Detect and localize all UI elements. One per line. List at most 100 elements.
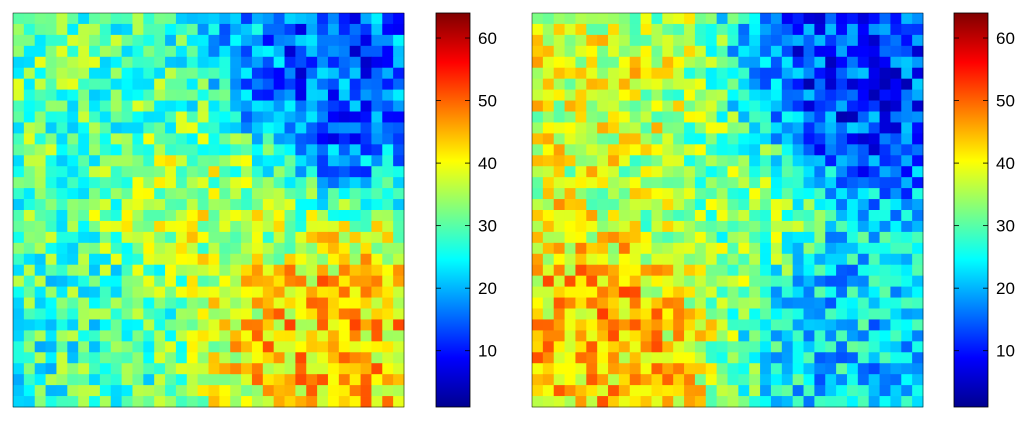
heatmap-cell bbox=[781, 166, 794, 178]
heatmap-cell bbox=[219, 89, 231, 101]
heatmap-cell bbox=[901, 199, 913, 211]
heatmap-cell bbox=[13, 231, 25, 244]
heatmap-cell bbox=[608, 319, 620, 331]
heatmap-cell bbox=[360, 308, 372, 320]
heatmap-cell bbox=[684, 144, 696, 156]
heatmap-cell bbox=[705, 396, 718, 408]
heatmap-cell bbox=[154, 56, 166, 69]
heatmap-cell bbox=[338, 100, 351, 112]
heatmap-cell bbox=[121, 275, 133, 288]
heatmap-cell bbox=[836, 374, 848, 386]
heatmap-cell bbox=[273, 352, 285, 364]
heatmap-cell bbox=[78, 275, 90, 288]
heatmap-cell bbox=[564, 286, 576, 298]
heatmap-cell bbox=[382, 308, 394, 320]
heatmap-cell bbox=[132, 220, 144, 233]
heatmap-cell bbox=[121, 23, 133, 36]
heatmap-cell bbox=[89, 286, 101, 298]
heatmap-cell bbox=[890, 155, 902, 167]
heatmap-cell bbox=[230, 264, 242, 277]
heatmap-cell bbox=[814, 177, 826, 189]
heatmap-cell bbox=[273, 100, 285, 112]
heatmap-cell bbox=[110, 242, 123, 255]
heatmap-cell bbox=[230, 286, 242, 298]
heatmap-cell bbox=[360, 34, 372, 47]
heatmap-cell bbox=[846, 330, 859, 342]
heatmap-cell bbox=[542, 264, 555, 277]
heatmap-cell bbox=[121, 144, 133, 156]
heatmap-cell bbox=[640, 374, 652, 386]
heatmap-cell bbox=[349, 199, 361, 211]
heatmap-cell bbox=[597, 89, 609, 101]
heatmap-cell bbox=[553, 177, 565, 189]
heatmap-cell bbox=[727, 56, 739, 69]
heatmap-cell bbox=[825, 188, 837, 200]
heatmap-cell bbox=[143, 89, 155, 101]
heatmap-cell bbox=[542, 78, 555, 91]
heatmap-cell bbox=[393, 396, 405, 408]
heatmap-cell bbox=[651, 34, 663, 47]
heatmap-cell bbox=[738, 67, 750, 80]
heatmap-cell bbox=[597, 253, 609, 266]
heatmap-cell bbox=[814, 111, 826, 123]
heatmap-cell bbox=[338, 34, 351, 47]
heatmap-cell bbox=[165, 78, 177, 91]
heatmap-cell bbox=[295, 242, 307, 255]
heatmap-cell bbox=[393, 264, 405, 277]
heatmap-cell bbox=[327, 352, 340, 364]
heatmap-cell bbox=[586, 144, 598, 156]
heatmap-cell bbox=[371, 308, 383, 320]
heatmap-cell bbox=[694, 297, 707, 309]
heatmap-cell bbox=[684, 177, 696, 189]
heatmap-cell bbox=[34, 45, 46, 58]
heatmap-cell bbox=[684, 111, 696, 123]
heatmap-cell bbox=[13, 385, 25, 397]
heatmap-cell bbox=[716, 111, 728, 123]
heatmap-cell bbox=[803, 111, 815, 123]
heatmap-cell bbox=[306, 100, 318, 112]
heatmap-cell bbox=[770, 396, 783, 408]
heatmap-cell bbox=[586, 133, 598, 145]
heatmap-cell bbox=[78, 308, 90, 320]
heatmap-cell bbox=[208, 122, 220, 134]
heatmap-cell bbox=[13, 34, 25, 47]
heatmap-cell bbox=[803, 231, 815, 244]
heatmap-cell bbox=[219, 78, 231, 91]
heatmap-cell bbox=[586, 199, 598, 211]
heatmap-cell bbox=[586, 396, 598, 408]
heatmap-cell bbox=[825, 122, 837, 134]
heatmap-cell bbox=[393, 210, 405, 222]
heatmap-cell bbox=[738, 374, 750, 386]
heatmap-cell bbox=[349, 220, 361, 233]
heatmap-cell bbox=[575, 308, 587, 320]
heatmap-cell bbox=[825, 23, 837, 36]
heatmap-cell bbox=[760, 363, 772, 375]
heatmap-cell bbox=[575, 297, 587, 309]
heatmap-cell bbox=[684, 188, 696, 200]
heatmap-cell bbox=[382, 177, 394, 189]
heatmap-cell bbox=[727, 67, 739, 80]
heatmap-cell bbox=[99, 363, 112, 375]
heatmap-cell bbox=[694, 330, 707, 342]
heatmap-cell bbox=[857, 34, 870, 47]
heatmap-cell bbox=[716, 385, 728, 397]
heatmap-cell bbox=[241, 330, 253, 342]
heatmap-cell bbox=[23, 155, 36, 167]
heatmap-cell bbox=[868, 111, 880, 123]
heatmap-cell bbox=[393, 67, 405, 80]
heatmap-cell bbox=[393, 352, 405, 364]
heatmap-cell bbox=[110, 396, 123, 408]
heatmap-cell bbox=[553, 144, 565, 156]
heatmap-cell bbox=[738, 144, 750, 156]
heatmap-cell bbox=[618, 56, 631, 69]
heatmap-cell bbox=[306, 210, 318, 222]
heatmap-cell bbox=[34, 177, 46, 189]
heatmap-cell bbox=[34, 374, 46, 386]
heatmap-cell bbox=[586, 122, 598, 134]
heatmap-cell bbox=[360, 177, 372, 189]
heatmap-cell bbox=[360, 319, 372, 331]
heatmap-cell bbox=[197, 264, 209, 277]
heatmap-cell bbox=[608, 264, 620, 277]
heatmap-cell bbox=[23, 89, 36, 101]
heatmap-cell bbox=[273, 231, 285, 244]
